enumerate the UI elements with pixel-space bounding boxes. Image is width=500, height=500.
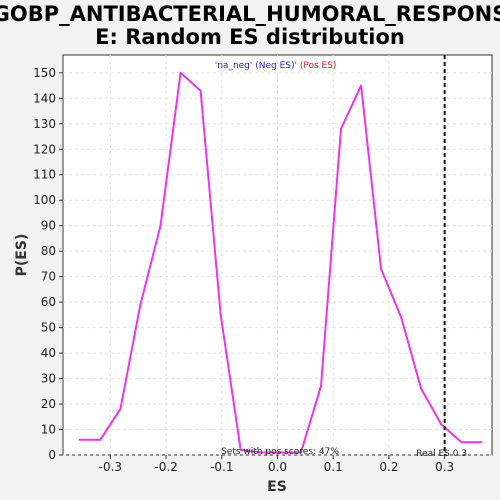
pos-scores-annotation: Sets with pos scores: 47% <box>221 447 339 457</box>
y-tick-label: 140 <box>33 91 56 105</box>
data-point <box>239 448 242 451</box>
x-tick-label: 0.2 <box>379 460 398 474</box>
y-tick-label: 150 <box>33 66 56 80</box>
y-tick-label: 100 <box>33 193 56 207</box>
real-es-label: Real ES 0.3 <box>416 449 467 459</box>
y-tick-label: 80 <box>41 244 56 258</box>
y-tick-label: 0 <box>48 448 56 462</box>
y-tick-label: 120 <box>33 142 56 156</box>
y-tick-label: 60 <box>41 295 56 309</box>
series-group <box>78 71 483 454</box>
y-tick-label: 70 <box>41 270 56 284</box>
y-tick-label: 110 <box>33 168 56 182</box>
legend-pos-es: ' (Pos ES) <box>295 61 337 71</box>
data-point <box>460 441 463 444</box>
chart-title-line-2: E: Random ES distribution <box>95 25 405 49</box>
y-tick-label: 50 <box>41 321 56 335</box>
x-tick-label: -0.1 <box>210 460 233 474</box>
data-point <box>99 438 102 441</box>
data-point <box>420 387 423 390</box>
x-axis-ticks: -0.3 -0.2 -0.1 0.0 0.1 0.2 0.3 <box>99 455 454 474</box>
data-point <box>440 423 443 426</box>
data-point <box>400 316 403 319</box>
data-point <box>179 71 182 74</box>
y-axis-label: P(ES) <box>14 234 30 277</box>
data-point <box>380 268 383 271</box>
data-point <box>279 451 282 454</box>
data-point <box>360 84 363 87</box>
y-axis-ticks: 0 10 20 30 40 50 60 70 80 90 100 110 120 130 140 150 <box>33 66 63 462</box>
y-tick-label: 90 <box>41 219 56 233</box>
y-tick-label: 130 <box>33 117 56 131</box>
data-point <box>78 438 81 441</box>
chart-title-line-1: GOBP_ANTIBACTERIAL_HUMORAL_RESPONS <box>0 2 500 26</box>
data-point <box>159 224 162 227</box>
y-tick-label: 30 <box>41 372 56 386</box>
data-point <box>319 385 322 388</box>
data-point <box>139 303 142 306</box>
x-tick-label: -0.3 <box>99 460 122 474</box>
data-point <box>340 127 343 130</box>
data-point <box>219 313 222 316</box>
x-tick-label: 0.0 <box>268 460 287 474</box>
data-point <box>119 408 122 411</box>
x-tick-label: 0.1 <box>324 460 343 474</box>
data-point <box>299 451 302 454</box>
x-axis-label: ES <box>267 479 287 495</box>
y-tick-label: 20 <box>41 397 56 411</box>
x-tick-label: -0.2 <box>154 460 177 474</box>
y-tick-label: 40 <box>41 346 56 360</box>
y-tick-label: 10 <box>41 423 56 437</box>
legend-neg-es: 'na_neg' (Neg ES) <box>215 61 295 71</box>
x-tick-label: 0.3 <box>435 460 454 474</box>
data-point <box>199 89 202 92</box>
data-point <box>259 451 262 454</box>
data-point <box>480 441 483 444</box>
